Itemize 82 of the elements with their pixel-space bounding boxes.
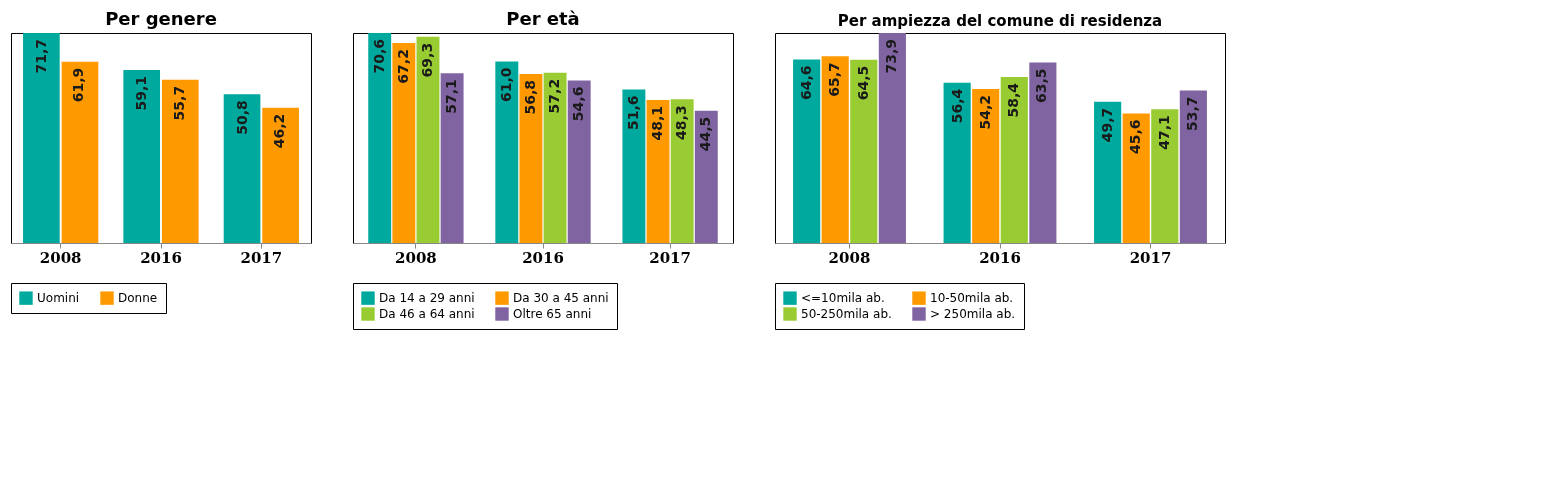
bar (878, 33, 906, 243)
legend-label: Oltre 65 anni (513, 307, 592, 321)
data-label: 54,6 (569, 86, 586, 122)
data-label: 70,6 (371, 39, 388, 74)
x-tick-label: 2016 (522, 248, 564, 267)
legend-label: > 250mila ab. (930, 307, 1016, 321)
data-label: 61,0 (498, 67, 515, 103)
data-label: 56,8 (522, 80, 539, 115)
bar (1122, 113, 1150, 243)
bar (972, 88, 1000, 243)
x-tick-label: 2017 (240, 248, 283, 267)
data-label: 65,7 (826, 62, 843, 97)
data-label: 53,7 (1183, 96, 1200, 131)
x-tick-label: 2008 (395, 248, 437, 267)
x-tick-label: 2017 (1129, 248, 1172, 267)
data-label: 59,1 (133, 75, 150, 111)
data-label: 67,2 (394, 49, 411, 84)
bar (1029, 62, 1057, 243)
data-label: 64,6 (798, 65, 815, 100)
bar (61, 61, 99, 243)
bar (543, 72, 567, 243)
bar (368, 33, 392, 243)
data-label: 57,1 (442, 79, 459, 114)
data-label: 51,6 (625, 95, 642, 131)
chart-title: Per genere (105, 8, 217, 29)
bar (646, 99, 670, 243)
data-label: 57,2 (545, 78, 562, 114)
bar (223, 94, 261, 243)
legend-label: Da 46 a 64 anni (379, 307, 475, 321)
bar (1179, 90, 1207, 243)
bar (622, 89, 646, 243)
legend-label: Da 14 a 29 anni (379, 291, 475, 306)
chart-title: Per età (506, 8, 580, 29)
legend-label: <=10mila ab. (801, 291, 885, 306)
data-label: 73,9 (882, 39, 899, 74)
x-tick-label: 2008 (828, 248, 871, 267)
data-label: 46,2 (271, 113, 288, 149)
legend-label: 10-50mila ab. (930, 291, 1014, 306)
bar (821, 56, 849, 243)
data-label: 69,3 (418, 42, 435, 78)
bar (392, 43, 416, 243)
data-label: 48,1 (649, 105, 666, 141)
legend-label: Uomini (37, 291, 80, 306)
data-label: 64,5 (854, 65, 871, 101)
bar (161, 79, 199, 243)
x-tick-label: 2016 (140, 248, 182, 267)
bar (670, 99, 694, 243)
data-label: 58,4 (1005, 82, 1022, 118)
data-label: 48,3 (673, 105, 690, 140)
legend-label: Da 30 a 45 anni (513, 291, 609, 306)
data-label: 50,8 (233, 100, 250, 135)
x-tick-label: 2017 (649, 248, 691, 267)
legend-label: 50-250mila ab. (801, 307, 892, 321)
bar (694, 110, 718, 243)
bar (440, 73, 464, 243)
bar (567, 80, 591, 243)
data-label: 47,1 (1155, 115, 1172, 150)
x-tick-label: 2008 (39, 248, 82, 267)
bar (1000, 77, 1028, 243)
x-tick-label: 2016 (979, 248, 1021, 267)
data-label: 49,7 (1099, 107, 1116, 143)
bar (23, 33, 60, 243)
legend-label: Donne (118, 291, 158, 306)
data-label: 44,5 (696, 116, 713, 152)
bar (519, 74, 543, 243)
data-label: 71,7 (32, 39, 49, 74)
bar (1151, 109, 1179, 243)
bar (262, 107, 299, 243)
data-label: 61,9 (70, 67, 87, 103)
bar (793, 59, 821, 243)
bar (850, 59, 878, 243)
bar (1094, 101, 1122, 243)
bar (495, 61, 519, 243)
bar (416, 36, 440, 243)
data-label: 63,5 (1033, 68, 1050, 104)
chart-title: Per ampiezza del comune di residenza (837, 12, 1163, 30)
data-label: 45,6 (1127, 119, 1144, 154)
bar (943, 82, 971, 243)
data-label: 54,2 (976, 94, 993, 130)
data-label: 55,7 (170, 85, 187, 121)
bar (123, 69, 161, 243)
data-label: 56,4 (948, 88, 965, 124)
